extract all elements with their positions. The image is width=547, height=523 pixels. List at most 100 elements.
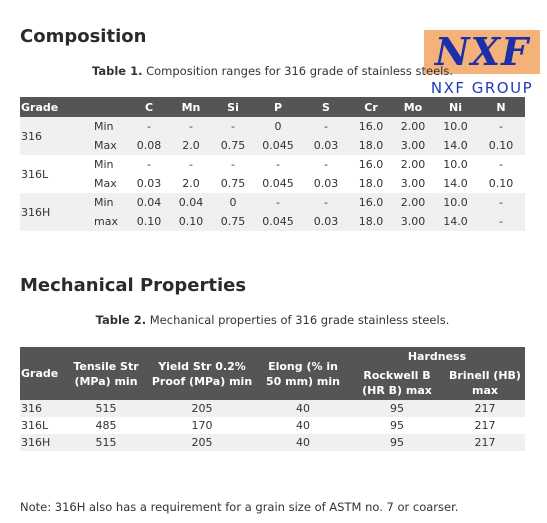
nxf-logo: NXF NXF GROUP — [422, 29, 540, 100]
table-row: 316 Min - - - 0 - 16.0 2.00 10.0 - — [20, 117, 525, 155]
col-header-brinell: Brinell (HB) max — [445, 366, 525, 400]
value-cell: - — [302, 193, 350, 212]
value-cell: 40 — [257, 400, 349, 417]
value-cell: 2.0 — [170, 136, 212, 155]
value-cell: 0.045 — [262, 177, 294, 190]
value-cell: 0.10 — [170, 212, 212, 231]
value-cell: - — [324, 158, 328, 171]
limit-cell: Min — [86, 193, 128, 212]
value-cell: 0.10 — [477, 136, 525, 155]
limit-cell: Max — [94, 177, 117, 190]
value-cell: - — [276, 158, 280, 171]
col-header: Cr — [350, 97, 392, 117]
value-cell: 10.0 — [434, 117, 477, 136]
value-cell: - — [499, 158, 503, 171]
col-header-grade: Grade — [20, 347, 65, 400]
col-header: Grade — [20, 97, 86, 117]
limit-cell: Max — [86, 136, 128, 155]
table2-caption-label: Table 2. — [95, 313, 147, 327]
table-row: Max 0.03 2.0 0.75 0.045 0.03 18.0 3.00 1… — [20, 174, 525, 193]
value-cell: 14.0 — [443, 177, 468, 190]
composition-heading: Composition — [20, 26, 147, 47]
value-cell: 0.04 — [170, 193, 212, 212]
col-header: Si — [212, 97, 254, 117]
value-cell: - — [189, 158, 193, 171]
value-cell: - — [477, 117, 525, 136]
limit-cell: Min — [86, 117, 128, 136]
value-cell: 217 — [445, 434, 525, 451]
col-header: P — [254, 97, 302, 117]
logo-background — [424, 30, 540, 74]
grade-cell: 316 — [20, 117, 86, 155]
value-cell: 18.0 — [358, 177, 384, 190]
col-header-yield: Yield Str 0.2% Proof (MPa) min — [147, 347, 257, 400]
composition-header-row: Grade C Mn Si P S Cr Mo Ni N — [20, 97, 525, 117]
col-header-hardness: Hardness — [349, 347, 525, 366]
table-row: 316L Min - - - - - 16.0 2.00 10.0 - — [20, 155, 525, 181]
mechanical-table: Grade Tensile Str (MPa) min Yield Str 0.… — [20, 347, 525, 451]
col-header-tensile: Tensile Str (MPa) min — [65, 347, 147, 400]
value-cell: 40 — [296, 419, 310, 432]
value-cell: 0.75 — [220, 177, 246, 190]
value-cell: - — [231, 158, 235, 171]
col-header: N — [477, 97, 525, 117]
value-cell: 0 — [254, 117, 302, 136]
value-cell: 0.10 — [128, 212, 170, 231]
value-cell: 515 — [65, 434, 147, 451]
value-cell: 95 — [390, 419, 404, 432]
logo-text: NXF GROUP — [430, 79, 534, 97]
value-cell: 0.03 — [136, 177, 162, 190]
value-cell: - — [254, 193, 302, 212]
value-cell: 0.75 — [212, 136, 254, 155]
value-cell: 14.0 — [434, 136, 477, 155]
value-cell: 2.0 — [182, 177, 200, 190]
table-row: 316H Min 0.04 0.04 0 - - 16.0 2.00 10.0 … — [20, 193, 525, 231]
value-cell: - — [477, 193, 525, 212]
limit-cell: max — [86, 212, 128, 231]
value-cell: 2.00 — [392, 117, 434, 136]
mechanical-heading: Mechanical Properties — [20, 275, 247, 296]
value-cell: 95 — [349, 400, 445, 417]
table1-caption-label: Table 1. — [91, 64, 143, 78]
grade-cell: 316L — [21, 167, 49, 181]
value-cell: 0.03 — [302, 136, 350, 155]
value-cell: 2.00 — [392, 193, 434, 212]
value-cell: 0.03 — [313, 177, 339, 190]
value-cell: - — [477, 212, 525, 231]
table-row: 316H 515 205 40 95 217 — [20, 434, 525, 451]
value-cell: 0.75 — [212, 212, 254, 231]
value-cell: 3.00 — [392, 212, 434, 231]
value-cell: 170 — [191, 419, 213, 432]
value-cell: 217 — [474, 419, 496, 432]
value-cell: 205 — [147, 400, 257, 417]
grade-cell: 316L — [21, 419, 49, 432]
value-cell: 2.00 — [400, 158, 426, 171]
value-cell: 485 — [95, 419, 117, 432]
value-cell: - — [212, 117, 254, 136]
value-cell: 16.0 — [350, 193, 392, 212]
col-header: C — [128, 97, 170, 117]
value-cell: 3.00 — [392, 136, 434, 155]
grade-cell: 316H — [20, 434, 65, 451]
mechanical-header-row: Grade Tensile Str (MPa) min Yield Str 0.… — [20, 347, 525, 400]
col-header: Ni — [434, 97, 477, 117]
value-cell: 0.045 — [254, 136, 302, 155]
col-header-rockwell: Rockwell B (HR B) max — [349, 366, 445, 400]
table2-caption: Table 2. Mechanical properties of 316 gr… — [20, 313, 525, 327]
col-header: Mo — [392, 97, 434, 117]
value-cell: 16.0 — [358, 158, 384, 171]
value-cell: - — [170, 117, 212, 136]
table2-caption-text: Mechanical properties of 316 grade stain… — [146, 313, 450, 327]
value-cell: 14.0 — [434, 212, 477, 231]
col-header: S — [302, 97, 350, 117]
table1-caption: Table 1. Composition ranges for 316 grad… — [20, 64, 525, 78]
mechanical-subheader-row: Rockwell B (HR B) max Brinell (HB) max — [20, 366, 525, 400]
table-row: 316 515 205 40 95 217 — [20, 400, 525, 417]
value-cell: 0.08 — [128, 136, 170, 155]
col-header-elong: Elong (% in 50 mm) min — [257, 347, 349, 400]
col-header — [86, 97, 128, 117]
composition-table: Grade C Mn Si P S Cr Mo Ni N 316 Min - -… — [20, 97, 525, 231]
value-cell: - — [147, 158, 151, 171]
value-cell: 0 — [212, 193, 254, 212]
value-cell: 0.04 — [128, 193, 170, 212]
